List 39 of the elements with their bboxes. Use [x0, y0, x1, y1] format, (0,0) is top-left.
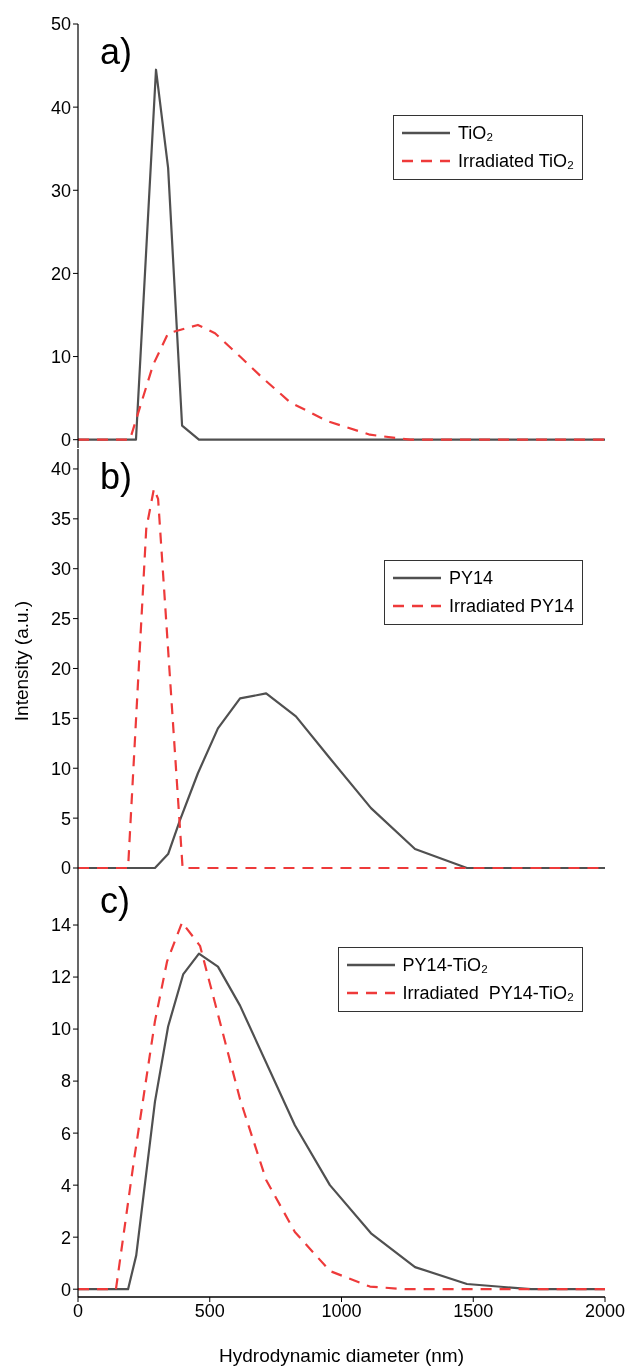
line-series — [78, 323, 605, 441]
y-tick-label: 50 — [50, 14, 71, 35]
y-tick-label: 40 — [50, 97, 71, 118]
annotation: c) — [100, 880, 130, 921]
y-axis-title: Intensity (a.u.) — [11, 600, 33, 722]
y-tick-label: 14 — [50, 915, 71, 936]
y-tick-label: 0 — [60, 858, 71, 879]
x-tick-label: 1000 — [321, 1300, 362, 1321]
y-tick-label: 30 — [50, 559, 71, 580]
y-tick-label: 20 — [50, 658, 71, 679]
y-tick-label: 25 — [50, 608, 71, 629]
y-tick-label: 10 — [50, 1019, 71, 1040]
legend-label: PY14-TiO₂ — [402, 954, 488, 976]
y-tick-label: 10 — [50, 346, 71, 367]
y-tick-label: 20 — [50, 263, 71, 284]
legend-label: PY14 — [448, 567, 493, 589]
x-tick-label: 1500 — [453, 1300, 494, 1321]
y-tick-label: 5 — [60, 808, 71, 829]
y-tick-label: 35 — [50, 509, 71, 530]
y-tick-label: 30 — [50, 180, 71, 201]
annotation: a) — [100, 31, 133, 72]
legend-label: TiO₂ — [457, 122, 494, 144]
x-tick-label: 2000 — [584, 1300, 626, 1321]
y-tick-label: 0 — [60, 430, 71, 451]
y-tick-label: 15 — [50, 708, 71, 729]
legend-label: Irradiated PY14-TiO₂ — [402, 982, 574, 1004]
legend-label: Irradiated PY14 — [448, 595, 574, 617]
x-tick-label: 500 — [194, 1300, 225, 1321]
y-tick-label: 12 — [50, 967, 71, 988]
y-tick-label: 4 — [60, 1175, 71, 1196]
y-tick-label: 0 — [60, 1279, 71, 1300]
x-axis-title: Hydrodynamic diameter (nm) — [219, 1345, 464, 1366]
annotation: b) — [100, 456, 133, 497]
legend-label: Irradiated TiO₂ — [457, 150, 574, 172]
y-tick-label: 2 — [60, 1227, 71, 1248]
y-tick-label: 10 — [50, 758, 71, 779]
y-tick-label: 8 — [60, 1071, 71, 1092]
y-tick-label: 6 — [60, 1123, 71, 1144]
y-tick-label: 40 — [50, 459, 71, 480]
